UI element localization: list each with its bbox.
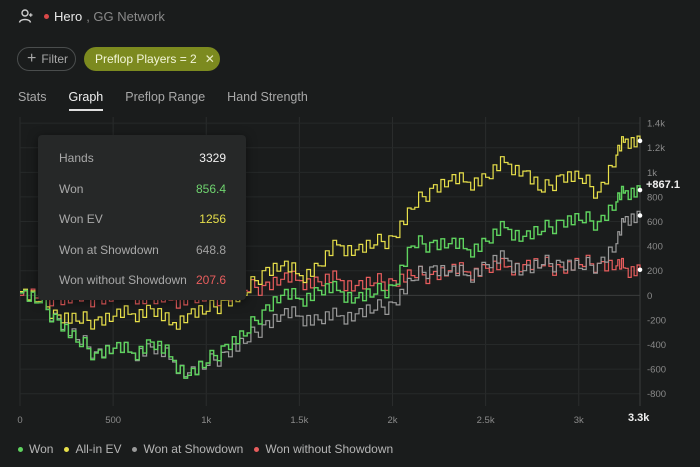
player-name: Hero: [54, 8, 83, 24]
y-tick-label: 1.4k: [647, 119, 665, 130]
legend-item[interactable]: Won: [18, 442, 53, 456]
y-tick-label: 400: [647, 242, 663, 253]
filter-bar: + Filter Preflop Players = 2 ✕: [17, 47, 220, 71]
tooltip-label: Won: [59, 181, 84, 196]
active-filter-label: Preflop Players = 2: [95, 52, 197, 66]
legend-swatch: [132, 446, 138, 452]
tooltip-label: Hands: [59, 151, 94, 165]
legend-item[interactable]: Won at Showdown: [132, 442, 243, 456]
tooltip-label: Won without Showdown: [59, 273, 187, 287]
all-in-ev-line: [20, 135, 641, 330]
stats-tooltip: Hands 3329 Won 856.4 Won EV 1256 Won at Showdo…: [38, 135, 246, 300]
y-tick-label: -200: [647, 315, 666, 326]
legend-swatch: [254, 446, 260, 452]
series-end-marker: [637, 267, 643, 273]
series-end-marker: [637, 213, 643, 218]
x-tick-label: 2k: [387, 415, 397, 426]
tab-preflop-range[interactable]: Preflop Range: [125, 90, 206, 104]
tab-stats[interactable]: Stats: [18, 90, 47, 104]
status-dot: [44, 13, 49, 19]
active-filter-chip[interactable]: Preflop Players = 2 ✕: [84, 47, 220, 71]
won-line: [20, 185, 641, 379]
legend-label: All-in EV: [75, 442, 122, 456]
legend-item[interactable]: All-in EV: [64, 442, 121, 456]
x-tick-label: 1k: [201, 415, 211, 426]
y-tick-label: 1k: [647, 168, 657, 179]
plus-icon: +: [27, 50, 37, 67]
remove-filter-icon[interactable]: ✕: [204, 52, 215, 66]
tab-graph[interactable]: Graph: [68, 90, 104, 111]
y-tick-label: 0: [647, 291, 652, 302]
legend-label: Won: [29, 442, 54, 456]
tooltip-value: 207.6: [195, 273, 226, 287]
top-bar: Hero , GG Network: [18, 6, 165, 26]
x-tick-label: 500: [105, 415, 121, 426]
tooltip-row: Hands 3329: [59, 151, 226, 182]
tooltip-value: 1256: [199, 212, 226, 226]
tooltip-value: 856.4: [195, 181, 226, 196]
tooltip-row: Won at Showdown 648.8: [59, 243, 226, 274]
y-tick-label: 600: [647, 217, 663, 228]
y-tick-label: 200: [647, 266, 663, 277]
legend-label: Won without Showdown: [265, 442, 394, 456]
y-tick-label: -400: [647, 340, 666, 351]
series-end-marker: [637, 187, 643, 193]
tooltip-value: 648.8: [195, 242, 226, 257]
tooltip-value: 3329: [199, 151, 226, 165]
y-tick-label: 1.2k: [647, 143, 665, 154]
legend-swatch: [64, 446, 70, 452]
tooltip-row: Won without Showdown 207.6: [59, 273, 226, 304]
x-tick-label: 0: [17, 415, 22, 426]
x-tick-label: 3k: [574, 415, 584, 426]
x-axis-last-label: 3.3k: [628, 412, 650, 424]
current-profit-label: +867.1: [646, 179, 680, 191]
y-tick-label: -600: [647, 365, 666, 376]
filter-label: Filter: [41, 52, 69, 66]
series-end-marker: [637, 138, 643, 144]
x-tick-label: 1.5k: [290, 415, 308, 426]
tooltip-row: Won 856.4: [59, 182, 226, 213]
legend-swatch: [18, 446, 23, 452]
chart-legend: Won All-in EV Won at Showdown Won without S…: [18, 442, 404, 456]
add-filter-button[interactable]: + Filter: [17, 47, 76, 71]
x-tick-label: 2.5k: [477, 415, 495, 426]
tooltip-row: Won EV 1256: [59, 212, 226, 243]
legend-label: Won at Showdown: [143, 442, 244, 456]
y-tick-label: -800: [647, 389, 666, 400]
legend-item[interactable]: Won without Showdown: [254, 442, 393, 456]
tab-bar: Stats Graph Preflop Range Hand Strength: [18, 90, 330, 111]
tab-hand-strength[interactable]: Hand Strength: [227, 90, 308, 104]
tooltip-label: Won at Showdown: [59, 242, 159, 257]
tooltip-label: Won EV: [59, 212, 103, 226]
network-name: , GG Network: [86, 8, 165, 24]
y-tick-label: 800: [647, 192, 663, 203]
user-account-icon[interactable]: [18, 8, 34, 24]
